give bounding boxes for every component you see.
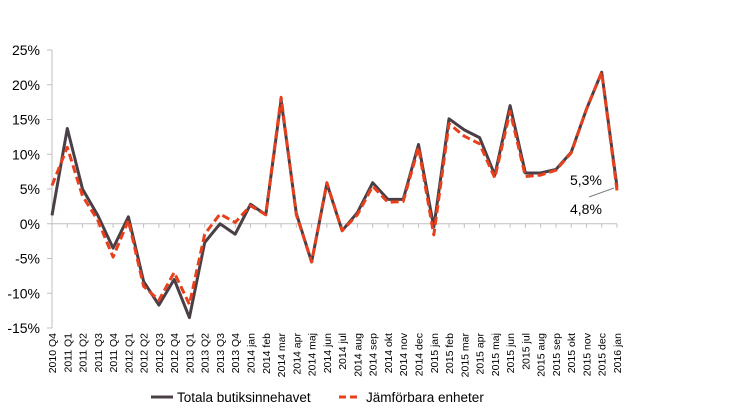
x-tick-label: 2013 Q1 [184,333,196,373]
x-tick-label: 2014 feb [261,333,273,374]
x-tick-label: 2013 Q3 [215,333,227,373]
x-tick-label: 2014 mar [276,332,288,377]
x-tick-label: 2014 dec [413,333,425,376]
y-tick-label: -15% [7,320,40,336]
x-tick-label: 2011 Q2 [78,333,90,373]
series-line-comparable [50,70,619,306]
x-tick-label: 2013 Q2 [200,333,212,373]
y-tick-label: 15% [12,112,40,128]
y-tick-label: -10% [7,285,40,301]
x-tick-label: 2015 jan [429,333,441,373]
legend-label-total: Totala butiksinnehavet [177,390,311,405]
x-tick-label: 2016 jan [612,333,624,373]
y-tick-label: 10% [12,146,40,162]
x-tick-label: 2015 nov [581,332,593,376]
x-tick-label: 2014 aug [352,333,364,377]
legend-label-comparable: Jämförbara enheter [366,390,484,405]
annotation-comparable-last: 4,8% [570,201,602,217]
x-tick-label: 2012 Q4 [169,333,181,373]
y-tick-label: 25% [12,42,40,58]
x-tick-label: 2015 aug [536,333,548,377]
x-tick-label: 2015 jun [505,333,517,373]
x-axis: 2010 Q4 2011 Q1 2011 Q2 2011 Q3 2011 Q4 2012 … [47,223,624,377]
x-tick-label: 2010 Q4 [47,333,59,373]
y-axis: -15% -10% -5% 0% 5% 10% 15% 20% 25% [7,42,53,336]
x-tick-label: 2012 Q2 [139,333,151,373]
series-line-total [50,70,619,320]
x-tick-label: 2014 maj [307,333,319,376]
legend: Totala butiksinnehavet Jämförbara enhete… [151,390,484,405]
x-tick-label: 2012 Q1 [123,333,135,373]
x-tick-label: 2015 mar [459,332,471,377]
y-tick-label: -5% [15,251,40,267]
x-tick-label: 2015 apr [475,332,487,374]
x-tick-label: 2015 jul [520,333,532,370]
annotation-layer: 5,3% 4,8% [570,172,615,217]
x-tick-label: 2011 Q4 [108,333,120,373]
x-tick-label: 2014 apr [291,332,303,374]
x-tick-label: 2011 Q1 [62,333,74,373]
x-tick-label: 2014 okt [383,333,395,373]
y-tick-label: 5% [20,181,40,197]
series-layer [50,70,619,320]
x-tick-label: 2015 feb [444,333,456,374]
x-tick-label: 2015 okt [566,333,578,373]
x-tick-label: 2015 maj [490,333,502,376]
x-tick-label: 2014 sep [368,333,380,376]
x-tick-label: 2015 dec [597,333,609,376]
x-tick-label: 2014 jun [322,333,334,373]
x-tick-label: 2014 jul [337,333,349,370]
x-tick-label: 2013 Q4 [230,333,242,373]
x-tick-label: 2015 sep [551,333,563,376]
annotation-total-last: 5,3% [570,172,602,188]
x-tick-label: 2014 jan [246,333,258,373]
x-tick-label: 2014 nov [398,332,410,376]
x-tick-label: 2011 Q3 [93,333,105,373]
y-tick-label: 20% [12,77,40,93]
annotation-leader-line [588,187,615,198]
y-tick-label: 0% [20,216,40,232]
x-tick-label: 2012 Q3 [154,333,166,373]
